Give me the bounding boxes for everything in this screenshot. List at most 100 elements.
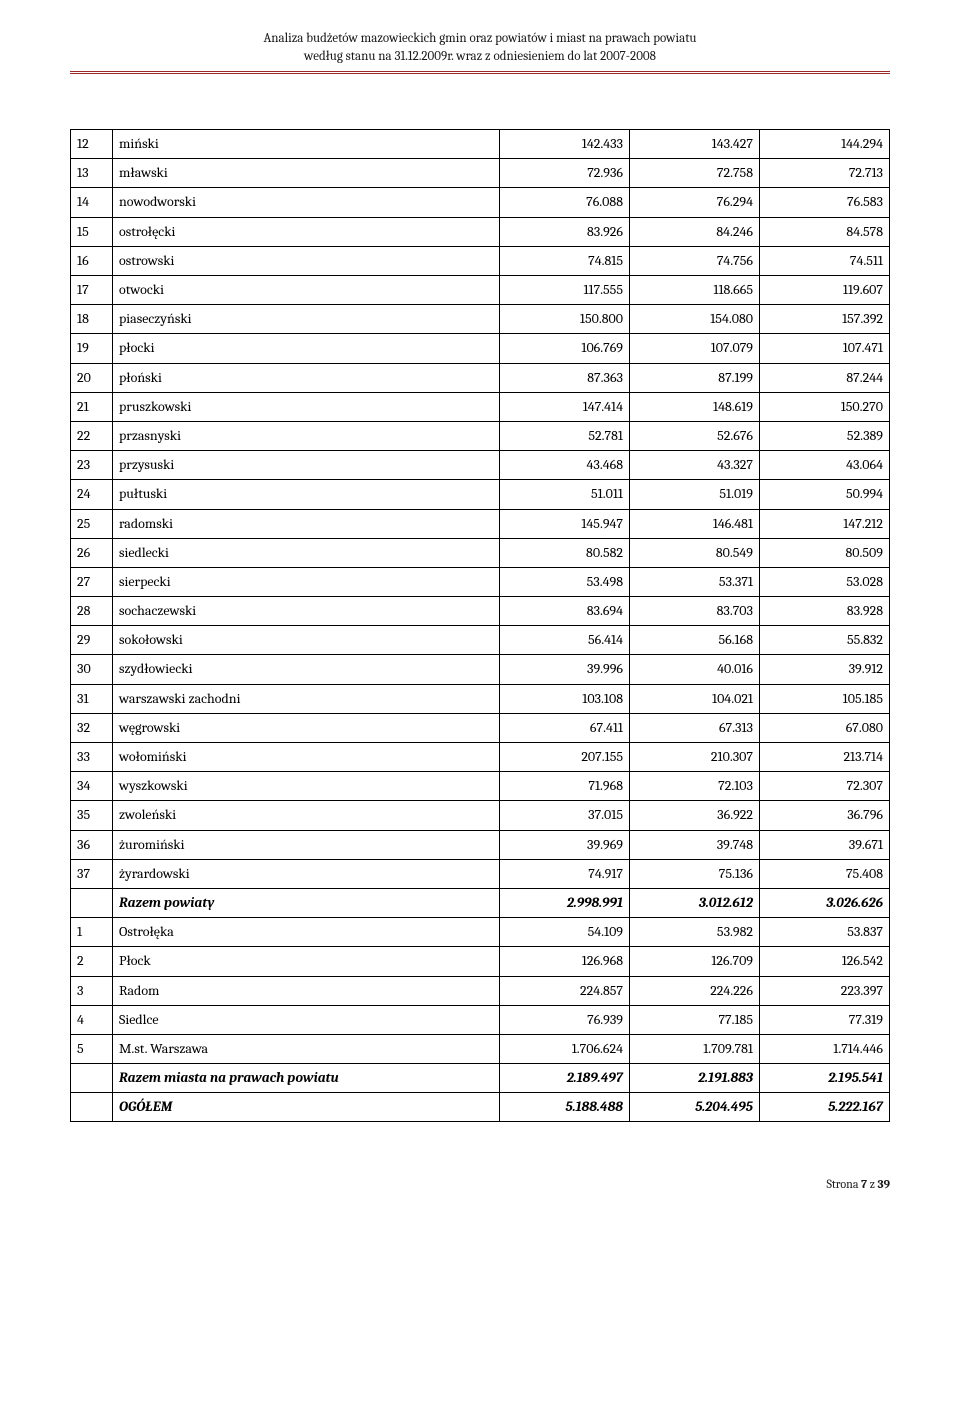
row-value: 5.204.495 [630, 1093, 760, 1122]
table-row: 36żuromiński39.96939.74839.671 [71, 830, 890, 859]
row-value: 74.511 [760, 246, 890, 275]
row-value: 126.542 [760, 947, 890, 976]
row-value: 224.857 [500, 976, 630, 1005]
row-index [71, 888, 113, 917]
row-value: 75.408 [760, 859, 890, 888]
row-name: radomski [113, 509, 500, 538]
table-row: 37żyrardowski74.91775.13675.408 [71, 859, 890, 888]
row-value: 1.709.781 [630, 1034, 760, 1063]
row-value: 2.191.883 [630, 1064, 760, 1093]
row-name: węgrowski [113, 713, 500, 742]
row-value: 84.578 [760, 217, 890, 246]
row-value: 5.222.167 [760, 1093, 890, 1122]
row-name: otwocki [113, 276, 500, 305]
row-index: 2 [71, 947, 113, 976]
row-name: siedlecki [113, 538, 500, 567]
table-row: 25radomski145.947146.481147.212 [71, 509, 890, 538]
row-name: zwoleński [113, 801, 500, 830]
row-name: szydłowiecki [113, 655, 500, 684]
row-value: 80.582 [500, 538, 630, 567]
row-value: 54.109 [500, 918, 630, 947]
table-row: 27sierpecki53.49853.37153.028 [71, 567, 890, 596]
row-value: 117.555 [500, 276, 630, 305]
row-value: 72.103 [630, 772, 760, 801]
row-value: 87.244 [760, 363, 890, 392]
row-name: Razem powiaty [113, 888, 500, 917]
row-value: 147.212 [760, 509, 890, 538]
row-value: 106.769 [500, 334, 630, 363]
table-row: 17otwocki117.555118.665119.607 [71, 276, 890, 305]
row-index: 25 [71, 509, 113, 538]
row-name: żyrardowski [113, 859, 500, 888]
table-row: 18piaseczyński150.800154.080157.392 [71, 305, 890, 334]
row-value: 43.064 [760, 451, 890, 480]
row-name: ostrołęcki [113, 217, 500, 246]
row-index: 13 [71, 159, 113, 188]
table-row: OGÓŁEM5.188.4885.204.4955.222.167 [71, 1093, 890, 1122]
header-rule [70, 71, 890, 74]
header-line-1: Analiza budżetów mazowieckich gmin oraz … [70, 30, 890, 48]
row-value: 1.714.446 [760, 1034, 890, 1063]
table-row: 23przysuski43.46843.32743.064 [71, 451, 890, 480]
table-row: 16ostrowski74.81574.75674.511 [71, 246, 890, 275]
table-row: 1Ostrołęka54.10953.98253.837 [71, 918, 890, 947]
row-value: 224.226 [630, 976, 760, 1005]
row-name: przasnyski [113, 421, 500, 450]
row-name: ostrowski [113, 246, 500, 275]
row-value: 53.498 [500, 567, 630, 596]
row-value: 72.936 [500, 159, 630, 188]
row-name: płocki [113, 334, 500, 363]
row-index: 12 [71, 130, 113, 159]
table-row: 31warszawski zachodni103.108104.021105.1… [71, 684, 890, 713]
table-row: 19płocki106.769107.079107.471 [71, 334, 890, 363]
table-row: 20płoński87.36387.19987.244 [71, 363, 890, 392]
row-value: 83.703 [630, 597, 760, 626]
row-value: 52.781 [500, 421, 630, 450]
header-line-2: według stanu na 31.12.2009r. wraz z odni… [70, 48, 890, 66]
row-value: 1.706.624 [500, 1034, 630, 1063]
row-index: 28 [71, 597, 113, 626]
row-value: 74.917 [500, 859, 630, 888]
row-value: 67.080 [760, 713, 890, 742]
row-value: 53.028 [760, 567, 890, 596]
row-name: pułtuski [113, 480, 500, 509]
row-index: 36 [71, 830, 113, 859]
row-index: 29 [71, 626, 113, 655]
row-value: 84.246 [630, 217, 760, 246]
row-value: 51.019 [630, 480, 760, 509]
table-row: 24pułtuski51.01151.01950.994 [71, 480, 890, 509]
table-row: Razem miasta na prawach powiatu2.189.497… [71, 1064, 890, 1093]
row-name: wołomiński [113, 743, 500, 772]
row-value: 72.713 [760, 159, 890, 188]
budget-table: 12miński142.433143.427144.29413mławski72… [70, 129, 890, 1122]
row-name: pruszkowski [113, 392, 500, 421]
row-value: 53.371 [630, 567, 760, 596]
row-value: 107.079 [630, 334, 760, 363]
row-value: 76.088 [500, 188, 630, 217]
table-row: 4Siedlce76.93977.18577.319 [71, 1005, 890, 1034]
row-name: Płock [113, 947, 500, 976]
row-value: 119.607 [760, 276, 890, 305]
row-value: 154.080 [630, 305, 760, 334]
row-value: 71.968 [500, 772, 630, 801]
table-row: 3Radom224.857224.226223.397 [71, 976, 890, 1005]
row-index: 27 [71, 567, 113, 596]
row-index: 21 [71, 392, 113, 421]
row-name: sierpecki [113, 567, 500, 596]
footer-total: 39 [877, 1177, 890, 1191]
row-index [71, 1064, 113, 1093]
row-value: 52.389 [760, 421, 890, 450]
table-row: Razem powiaty2.998.9913.012.6123.026.626 [71, 888, 890, 917]
row-name: Radom [113, 976, 500, 1005]
row-value: 83.928 [760, 597, 890, 626]
row-name: M.st. Warszawa [113, 1034, 500, 1063]
row-value: 150.800 [500, 305, 630, 334]
row-value: 40.016 [630, 655, 760, 684]
row-value: 72.307 [760, 772, 890, 801]
row-value: 146.481 [630, 509, 760, 538]
row-index: 4 [71, 1005, 113, 1034]
row-value: 213.714 [760, 743, 890, 772]
row-value: 39.748 [630, 830, 760, 859]
row-value: 53.837 [760, 918, 890, 947]
table-row: 29sokołowski56.41456.16855.832 [71, 626, 890, 655]
